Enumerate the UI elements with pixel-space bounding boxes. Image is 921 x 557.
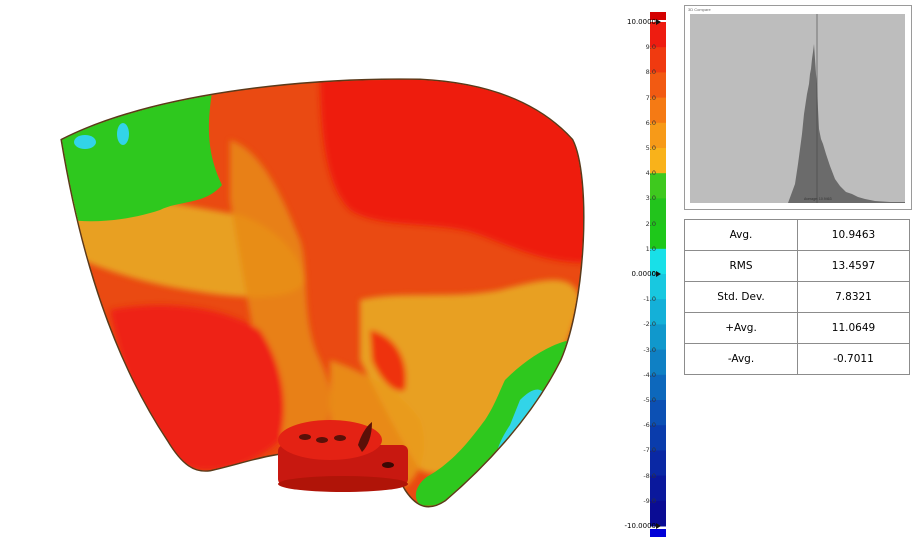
scale-zero-marker[interactable] <box>656 271 661 277</box>
scale-tick-label: 9.0 <box>645 43 656 52</box>
scale-tick-label: 3.0 <box>645 194 656 203</box>
scale-tick-label: -5.0 <box>643 396 656 404</box>
scale-tick-label: 5.0 <box>645 144 656 152</box>
scale-tick-label: -8.0 <box>643 471 656 480</box>
scale-segment <box>650 374 666 401</box>
scale-tick-label: -6.0 <box>643 421 656 430</box>
mounting-boss <box>278 420 408 492</box>
scale-tick-label: 0 <box>651 270 656 278</box>
histogram-average-caption: Average: 10.9463 <box>804 197 832 201</box>
scale-tick-label: 4.0 <box>645 169 656 178</box>
table-row: RMS 13.4597 <box>684 250 910 282</box>
region-red-lower-center <box>370 330 406 391</box>
region-red-top-right <box>320 79 584 263</box>
scale-max-label: 10.0000 <box>627 18 656 26</box>
scale-segment <box>650 223 666 250</box>
scale-overflow-high <box>650 12 666 20</box>
scale-segment <box>650 72 666 99</box>
scale-min-label: -10.0000 <box>624 522 656 530</box>
scale-tick-label: 7.0 <box>645 93 656 102</box>
scale-tick-label: -1.0 <box>643 295 656 304</box>
region-cyan-top-left-b <box>117 123 129 145</box>
scale-segment <box>650 173 666 199</box>
region-orange-center <box>230 140 331 460</box>
scale-tick-label: 2.0 <box>645 219 656 228</box>
scale-segment <box>650 299 666 325</box>
stat-value: -0.7011 <box>797 343 910 375</box>
part-model <box>60 78 585 508</box>
histogram-title: 3D Compare <box>688 7 711 12</box>
stat-value: 7.8321 <box>797 281 910 313</box>
scale-segment <box>650 324 666 351</box>
stat-label: Std. Dev. <box>684 281 798 313</box>
scale-max-marker[interactable] <box>656 19 661 25</box>
scale-tick-label: -9.0 <box>643 496 656 505</box>
table-row: +Avg. 11.0649 <box>684 312 910 344</box>
scale-overflow-low <box>650 529 666 537</box>
scale-segment <box>650 47 666 73</box>
color-scale-gradient <box>650 12 666 537</box>
scale-tick-label: 6.0 <box>645 118 656 127</box>
scale-segment <box>650 274 666 300</box>
deviation-histogram[interactable]: 3D Compare Average: 10.9463 <box>684 5 912 210</box>
stat-value: 13.4597 <box>797 250 910 282</box>
scale-tick-label: 8.0 <box>645 68 656 77</box>
scale-segment <box>650 97 666 124</box>
scale-min-marker[interactable] <box>656 523 661 529</box>
color-scale-bar[interactable]: 9.0 8.0 7.0 6.0 5.0 4.0 3.0 2.0 1.0 0 -1.0 -2.0 -3.0… <box>612 0 672 557</box>
scale-segment <box>650 248 666 275</box>
table-row: Std. Dev. 7.8321 <box>684 281 910 313</box>
scale-tick-label: -7.0 <box>643 446 656 455</box>
region-cyan-top-left-a <box>74 135 96 149</box>
scale-segment <box>650 22 666 48</box>
3d-viewport[interactable] <box>0 0 612 557</box>
scale-segment <box>650 425 666 451</box>
scale-segment <box>650 475 666 502</box>
stat-value: 11.0649 <box>797 312 910 344</box>
table-row: -Avg. -0.7011 <box>684 343 910 375</box>
stat-label: RMS <box>684 250 798 282</box>
scale-segment <box>650 198 666 225</box>
scale-tick-label: -2.0 <box>643 320 656 329</box>
stat-label: -Avg. <box>684 343 798 375</box>
stat-value: 10.9463 <box>797 219 910 251</box>
scale-segment <box>650 148 666 174</box>
stat-label: Avg. <box>684 219 798 251</box>
scale-tick-label: -4.0 <box>643 370 656 379</box>
scale-segment <box>650 450 666 477</box>
scale-segment <box>650 400 666 426</box>
histogram-plot: Average: 10.9463 <box>690 14 905 203</box>
scale-tick-label: -3.0 <box>643 345 656 354</box>
scale-segment <box>650 500 666 527</box>
scale-segment <box>650 122 666 149</box>
scale-segment <box>650 349 666 376</box>
table-row: Avg. 10.9463 <box>684 219 910 251</box>
scale-zero-label: 0.0000 <box>631 270 657 278</box>
region-green-bottom-right <box>415 340 570 506</box>
stat-label: +Avg. <box>684 312 798 344</box>
region-green-top-left <box>62 92 222 222</box>
scale-tick-label: 1.0 <box>645 244 656 253</box>
statistics-table: Avg. 10.9463 RMS 13.4597 Std. Dev. 7.832… <box>684 219 910 375</box>
